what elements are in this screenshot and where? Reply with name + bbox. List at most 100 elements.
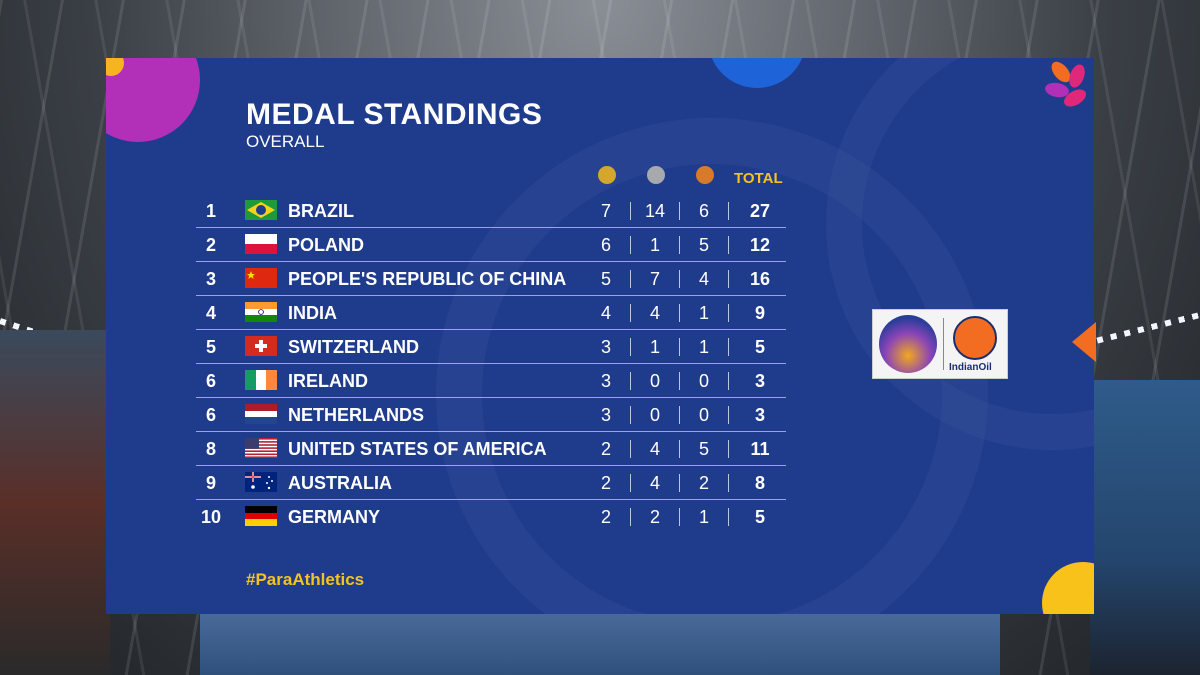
sponsor-name: IndianOil: [949, 362, 992, 373]
country-name: UNITED STATES OF AMERICA: [288, 439, 547, 459]
column-separator: [728, 236, 729, 254]
rank-cell: 5: [205, 337, 216, 357]
column-separator: [679, 304, 680, 322]
decorative-circle-yellow: [106, 58, 124, 76]
table-row: 1 BRAZIL 7 14 6 27: [196, 194, 786, 228]
gold-count: 6: [600, 235, 611, 255]
gold-count: 7: [600, 201, 611, 221]
column-separator: [728, 270, 729, 288]
column-separator: [630, 270, 631, 288]
total-count: 27: [749, 201, 771, 221]
table-row: 6 IRELAND 3 0 0 3: [196, 364, 786, 398]
gold-count: 5: [600, 269, 611, 289]
country-name: AUSTRALIA: [288, 473, 392, 493]
poland-flag-icon: [245, 234, 277, 254]
bronze-count: 1: [698, 337, 709, 357]
country-name: IRELAND: [288, 371, 368, 391]
column-separator: [679, 270, 680, 288]
rank-cell: 6: [205, 371, 216, 391]
silver-count: 1: [649, 235, 660, 255]
column-separator: [679, 440, 680, 458]
bronze-count: 5: [698, 235, 709, 255]
column-separator: [728, 508, 729, 526]
column-separator: [630, 304, 631, 322]
rank-cell: 10: [200, 507, 222, 527]
silver-count: 1: [649, 337, 660, 357]
column-separator: [728, 304, 729, 322]
silver-count: 0: [649, 371, 660, 391]
table-row: 6 NETHERLANDS 3 0 0 3: [196, 398, 786, 432]
total-count: 3: [754, 405, 765, 425]
gold-count: 3: [600, 405, 611, 425]
column-separator: [630, 440, 631, 458]
total-count: 3: [754, 371, 765, 391]
column-separator: [679, 474, 680, 492]
india-flag-icon: [245, 302, 277, 322]
total-count: 5: [754, 337, 765, 357]
table-row: 2 POLAND 6 1 5 12: [196, 228, 786, 262]
rank-cell: 4: [205, 303, 216, 323]
table-row: 8 UNITED STATES OF AMERICA 2 4 5 11: [196, 432, 786, 466]
column-separator: [728, 372, 729, 390]
total-count: 12: [749, 235, 771, 255]
column-separator: [679, 236, 680, 254]
silver-count: 0: [649, 405, 660, 425]
column-separator: [728, 474, 729, 492]
rank-cell: 6: [205, 405, 216, 425]
gold-count: 3: [600, 337, 611, 357]
column-separator: [728, 440, 729, 458]
column-separator: [679, 338, 680, 356]
gold-count: 4: [600, 303, 611, 323]
total-count: 5: [754, 507, 765, 527]
orange-arrow-icon: [1072, 322, 1096, 362]
silver-count: 4: [649, 473, 660, 493]
column-separator: [679, 202, 680, 220]
hashtag: #ParaAthletics: [246, 570, 365, 589]
gold-medal-icon: [598, 166, 616, 184]
total-column-header: TOTAL: [734, 170, 783, 187]
column-separator: [630, 508, 631, 526]
total-count: 9: [754, 303, 765, 323]
bronze-count: 0: [698, 405, 709, 425]
country-name: INDIA: [288, 303, 337, 323]
rank-cell: 8: [205, 439, 216, 459]
silver-count: 4: [649, 303, 660, 323]
table-row: 4 INDIA 4 4 1 9: [196, 296, 786, 330]
china-flag-icon: [245, 268, 277, 288]
gold-count: 2: [600, 439, 611, 459]
silver-count: 2: [649, 507, 660, 527]
games-logo-icon: [879, 315, 937, 373]
stadium-stands-left: [0, 330, 110, 675]
rank-cell: 2: [205, 235, 216, 255]
decorative-shape-blue: [708, 58, 806, 88]
country-name: SWITZERLAND: [288, 337, 419, 357]
silver-medal-icon: [647, 166, 665, 184]
bronze-count: 0: [698, 371, 709, 391]
country-name: BRAZIL: [288, 201, 354, 221]
stadium-stands-right: [1090, 380, 1200, 675]
netherlands-flag-icon: [245, 404, 277, 424]
table-row: 3 PEOPLE'S REPUBLIC OF CHINA 5 7 4 16: [196, 262, 786, 296]
page-title: MEDAL STANDINGS: [246, 98, 543, 131]
rank-cell: 9: [205, 473, 216, 493]
bronze-count: 5: [698, 439, 709, 459]
country-name: POLAND: [288, 235, 364, 255]
column-separator: [679, 372, 680, 390]
column-separator: [728, 406, 729, 424]
silver-count: 4: [649, 439, 660, 459]
usa-flag-icon: [245, 438, 277, 458]
country-name: NETHERLANDS: [288, 405, 425, 425]
indianoil-logo-icon: [953, 316, 997, 360]
column-separator: [630, 474, 631, 492]
total-count: 16: [749, 269, 771, 289]
running-track: [200, 612, 1000, 675]
silver-count: 7: [649, 269, 660, 289]
bronze-count: 2: [698, 473, 709, 493]
column-separator: [728, 202, 729, 220]
standings-table: 1 BRAZIL 7 14 6 27 2 POLAND 6 1 5 12 3 PEOPLE'S REPUB…: [196, 194, 786, 533]
table-row: 10 GERMANY 2 2 1 5: [196, 500, 786, 533]
country-name: PEOPLE'S REPUBLIC OF CHINA: [288, 269, 567, 289]
column-separator: [630, 406, 631, 424]
sponsor-box: IndianOil: [872, 309, 1008, 379]
column-separator: [679, 406, 680, 424]
